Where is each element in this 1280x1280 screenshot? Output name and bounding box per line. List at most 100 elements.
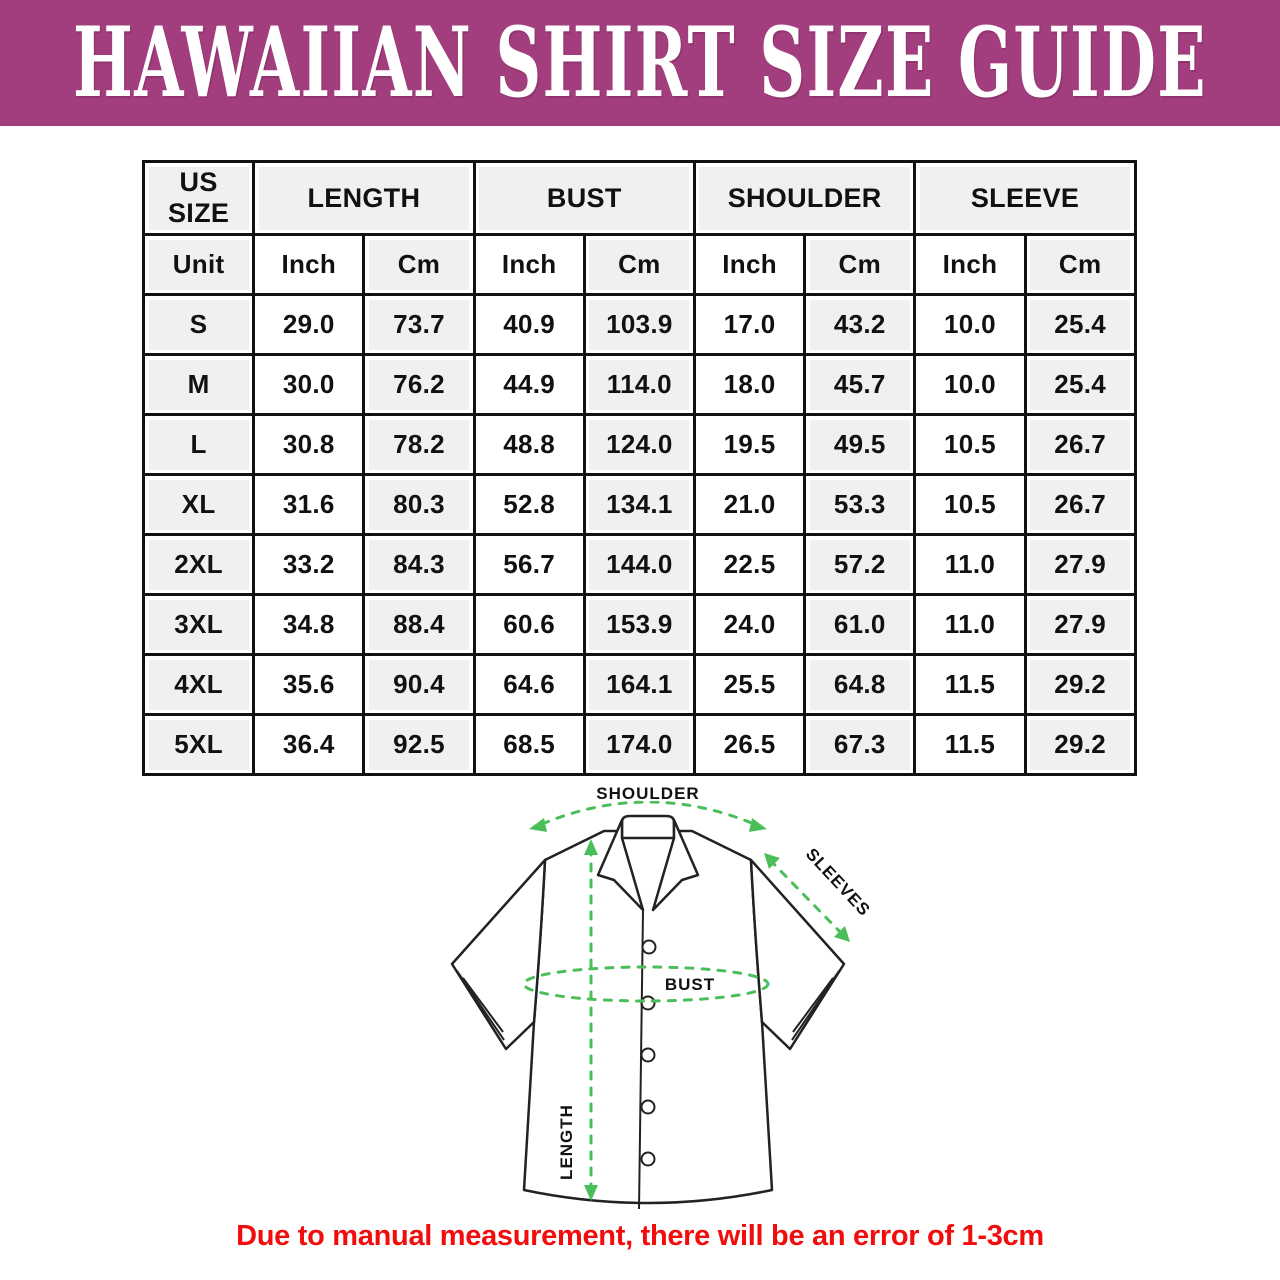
value-cell: 25.5 — [692, 653, 807, 716]
shirt-lapel-left — [596, 818, 645, 912]
unit-cell: Inch — [913, 233, 1027, 296]
arrowhead-up — [584, 839, 598, 855]
value-cell: 88.4 — [362, 593, 476, 656]
value-cell: 153.9 — [582, 593, 696, 656]
table-row: S 29.0 73.7 40.9 103.9 17.0 43.2 10.0 25.4 — [141, 293, 1137, 356]
value-cell: 11.0 — [913, 533, 1027, 596]
value-cell: 49.5 — [803, 413, 917, 476]
value-cell: 134.1 — [582, 473, 696, 536]
bust-measure-ellipse — [522, 965, 770, 1003]
value-cell: 78.2 — [362, 413, 476, 476]
shoulder-measure-arc — [529, 800, 767, 832]
size-label-cell: 2XL — [141, 533, 256, 596]
value-cell: 114.0 — [582, 353, 696, 416]
value-cell: 103.9 — [582, 293, 696, 356]
shirt-sleeve-left — [450, 858, 547, 1051]
arrowhead-down — [584, 1185, 598, 1201]
value-cell: 64.6 — [472, 653, 586, 716]
length-label: LENGTH — [557, 1104, 576, 1180]
value-cell: 92.5 — [362, 713, 476, 776]
sleeves-measure-arrow — [764, 853, 850, 942]
value-cell: 35.6 — [252, 653, 366, 716]
value-cell: 19.5 — [692, 413, 807, 476]
value-cell: 76.2 — [362, 353, 476, 416]
value-cell: 84.3 — [362, 533, 476, 596]
length-measure-line — [584, 839, 598, 1201]
col-header-shoulder: SHOULDER — [692, 160, 917, 236]
value-cell: 34.8 — [252, 593, 366, 656]
value-cell: 26.7 — [1023, 413, 1137, 476]
value-cell: 67.3 — [803, 713, 917, 776]
arrowhead-down-right — [834, 926, 850, 942]
value-cell: 30.0 — [252, 353, 366, 416]
value-cell: 48.8 — [472, 413, 586, 476]
col-header-sleeve: SLEEVE — [913, 160, 1137, 236]
size-table: US SIZE LENGTH BUST SHOULDER SLEEVE Unit… — [141, 160, 1137, 776]
bust-label: BUST — [665, 975, 715, 994]
value-cell: 64.8 — [803, 653, 917, 716]
size-label-cell: 5XL — [141, 713, 256, 776]
value-cell: 21.0 — [692, 473, 807, 536]
table-row: 3XL 34.8 88.4 60.6 153.9 24.0 61.0 11.0 27.9 — [141, 593, 1137, 656]
value-cell: 26.7 — [1023, 473, 1137, 536]
value-cell: 11.5 — [913, 653, 1027, 716]
value-cell: 31.6 — [252, 473, 366, 536]
value-cell: 10.0 — [913, 293, 1027, 356]
title-banner: HAWAIIAN SHIRT SIZE GUIDE — [0, 0, 1280, 126]
size-label-cell: 4XL — [141, 653, 256, 716]
value-cell: 10.5 — [913, 413, 1027, 476]
unit-cell: Cm — [1023, 233, 1137, 296]
value-cell: 24.0 — [692, 593, 807, 656]
value-cell: 43.2 — [803, 293, 917, 356]
value-cell: 25.4 — [1023, 293, 1137, 356]
value-cell: 174.0 — [582, 713, 696, 776]
table-unit-row: Unit Inch Cm Inch Cm Inch Cm Inch Cm — [141, 233, 1137, 296]
col-header-us-size: US SIZE — [141, 160, 256, 236]
table-row: M 30.0 76.2 44.9 114.0 18.0 45.7 10.0 25.4 — [141, 353, 1137, 416]
size-label-cell: 3XL — [141, 593, 256, 656]
value-cell: 73.7 — [362, 293, 476, 356]
table-row: 2XL 33.2 84.3 56.7 144.0 22.5 57.2 11.0 27.9 — [141, 533, 1137, 596]
unit-cell: Cm — [362, 233, 476, 296]
sleeves-label: SLEEVES — [802, 845, 874, 920]
size-label-cell: L — [141, 413, 256, 476]
value-cell: 17.0 — [692, 293, 807, 356]
value-cell: 11.0 — [913, 593, 1027, 656]
value-cell: 56.7 — [472, 533, 586, 596]
value-cell: 27.9 — [1023, 593, 1137, 656]
value-cell: 36.4 — [252, 713, 366, 776]
value-cell: 29.2 — [1023, 653, 1137, 716]
size-label-cell: M — [141, 353, 256, 416]
shoulder-label: SHOULDER — [596, 784, 699, 803]
unit-cell: Cm — [582, 233, 696, 296]
measurement-error-note: Due to manual measurement, there will be… — [236, 1220, 1044, 1252]
value-cell: 61.0 — [803, 593, 917, 656]
value-cell: 45.7 — [803, 353, 917, 416]
value-cell: 40.9 — [472, 293, 586, 356]
value-cell: 124.0 — [582, 413, 696, 476]
page-title: HAWAIIAN SHIRT SIZE GUIDE — [73, 6, 1207, 119]
value-cell: 164.1 — [582, 653, 696, 716]
value-cell: 22.5 — [692, 533, 807, 596]
value-cell: 11.5 — [913, 713, 1027, 776]
table-row: XL 31.6 80.3 52.8 134.1 21.0 53.3 10.5 26.7 — [141, 473, 1137, 536]
table-group-header-row: US SIZE LENGTH BUST SHOULDER SLEEVE — [141, 160, 1137, 236]
shirt-sleeve-right — [749, 858, 846, 1051]
value-cell: 90.4 — [362, 653, 476, 716]
unit-cell: Inch — [252, 233, 366, 296]
shirt-lapel-right — [651, 818, 700, 912]
value-cell: 10.0 — [913, 353, 1027, 416]
value-cell: 27.9 — [1023, 533, 1137, 596]
col-header-length: LENGTH — [252, 160, 476, 236]
arrowhead-up-left — [764, 853, 780, 869]
shirt-placket-line — [638, 909, 644, 1210]
value-cell: 10.5 — [913, 473, 1027, 536]
shirt-collar — [596, 814, 700, 912]
size-label-cell: XL — [141, 473, 256, 536]
size-table-wrap: US SIZE LENGTH BUST SHOULDER SLEEVE Unit… — [141, 160, 1137, 776]
unit-cell: Unit — [141, 233, 256, 296]
value-cell: 44.9 — [472, 353, 586, 416]
col-header-bust: BUST — [472, 160, 696, 236]
value-cell: 18.0 — [692, 353, 807, 416]
value-cell: 60.6 — [472, 593, 586, 656]
